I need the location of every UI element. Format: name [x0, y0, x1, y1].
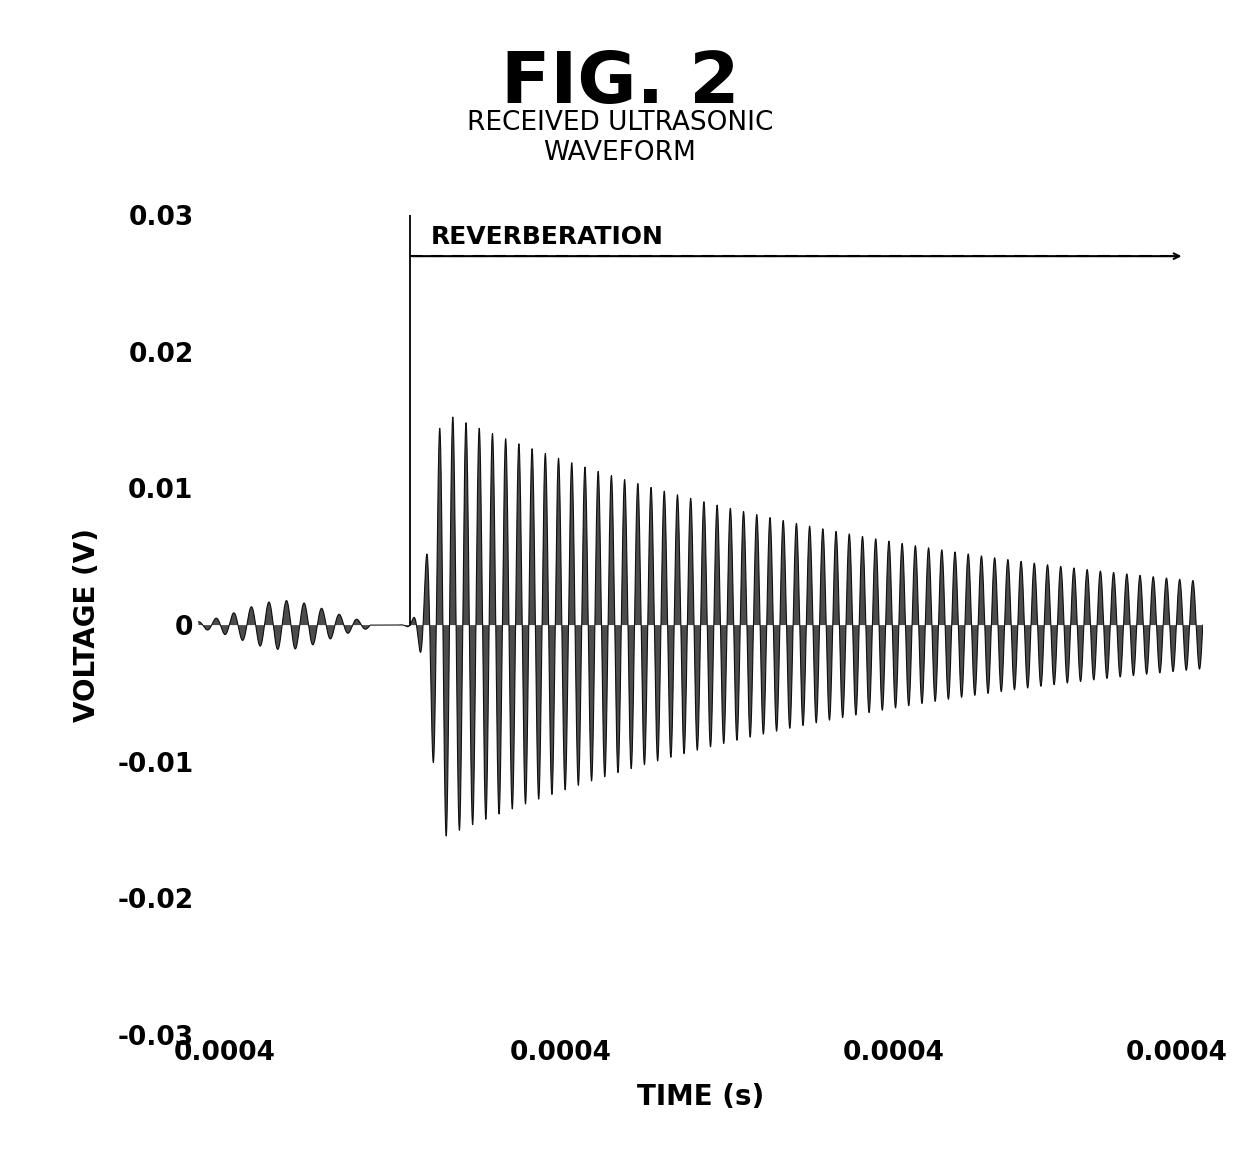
- Y-axis label: VOLTAGE (V): VOLTAGE (V): [73, 528, 100, 722]
- Text: REVERBERATION: REVERBERATION: [432, 226, 663, 249]
- Text: RECEIVED ULTRASONIC
WAVEFORM: RECEIVED ULTRASONIC WAVEFORM: [466, 110, 774, 166]
- Text: FIG. 2: FIG. 2: [501, 49, 739, 117]
- X-axis label: TIME (s): TIME (s): [637, 1083, 764, 1111]
